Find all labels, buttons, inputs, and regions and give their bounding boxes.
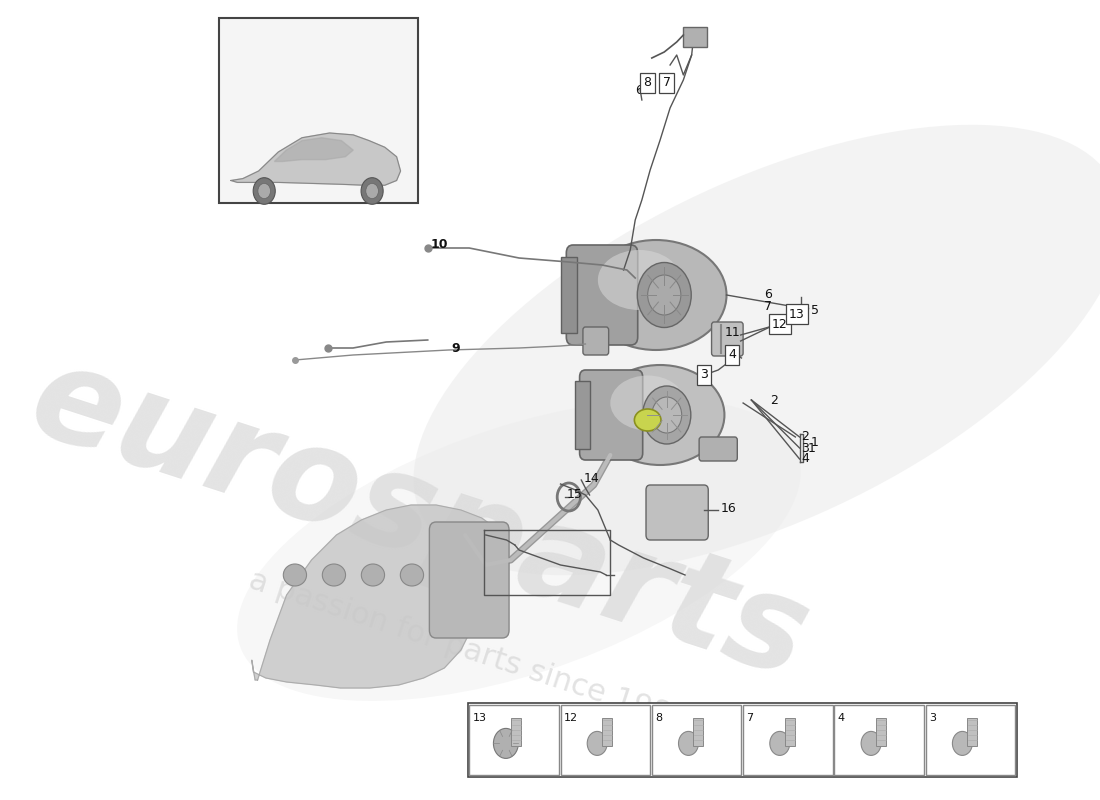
Ellipse shape [361,178,383,204]
Text: 6: 6 [763,287,772,301]
Ellipse shape [635,409,661,431]
Bar [574,381,590,449]
Text: 3: 3 [700,369,707,382]
Polygon shape [274,138,353,162]
Text: 15: 15 [568,489,583,502]
Polygon shape [252,505,507,688]
Ellipse shape [648,275,681,315]
Text: 12: 12 [772,318,788,330]
FancyBboxPatch shape [682,27,707,47]
Text: 10: 10 [430,238,448,251]
Circle shape [770,731,790,755]
Text: 8: 8 [644,77,651,90]
Text: a passion for parts since 1985: a passion for parts since 1985 [245,565,693,735]
Bar [561,705,650,775]
Ellipse shape [596,365,725,465]
Text: 2: 2 [801,430,810,443]
Bar [470,705,559,775]
Ellipse shape [361,564,385,586]
FancyBboxPatch shape [566,245,638,345]
Text: 11: 11 [725,326,740,339]
Ellipse shape [642,386,691,444]
Text: 4: 4 [728,349,736,362]
Circle shape [679,731,699,755]
Text: 6: 6 [635,83,643,97]
Text: 3: 3 [930,713,936,723]
Ellipse shape [414,125,1100,575]
Ellipse shape [637,262,691,327]
Bar [835,705,924,775]
Text: eurosparts: eurosparts [15,334,824,706]
FancyBboxPatch shape [712,322,744,356]
Ellipse shape [366,183,378,198]
Text: 12: 12 [564,713,578,723]
Bar [744,705,833,775]
FancyBboxPatch shape [646,485,708,540]
Circle shape [953,731,972,755]
Polygon shape [231,133,400,186]
Bar [219,18,418,203]
Circle shape [494,728,518,758]
Circle shape [587,731,607,755]
FancyBboxPatch shape [429,522,509,638]
FancyBboxPatch shape [700,437,737,461]
Ellipse shape [284,564,307,586]
Ellipse shape [652,397,682,433]
FancyBboxPatch shape [583,327,608,355]
Bar [693,718,703,746]
Ellipse shape [238,399,801,701]
Text: 3: 3 [801,442,810,454]
Circle shape [861,731,881,755]
Bar [784,718,794,746]
Text: 7: 7 [747,713,754,723]
Bar [652,705,741,775]
Ellipse shape [439,564,463,586]
FancyBboxPatch shape [580,370,642,460]
Bar [468,703,1018,777]
Text: 7: 7 [662,77,671,90]
Text: 8: 8 [656,713,662,723]
Text: 4: 4 [838,713,845,723]
Text: 7: 7 [763,299,772,313]
Text: 9: 9 [451,342,460,354]
Ellipse shape [585,240,726,350]
Ellipse shape [400,564,424,586]
Text: 5: 5 [811,303,819,317]
Bar [926,705,1015,775]
Text: 16: 16 [720,502,737,514]
Bar [967,718,977,746]
Text: 2: 2 [770,394,779,406]
Bar [602,718,612,746]
Ellipse shape [598,250,681,310]
Ellipse shape [257,183,271,198]
Bar [510,718,520,746]
Ellipse shape [322,564,345,586]
Text: 4: 4 [801,453,810,466]
Bar [876,718,886,746]
Ellipse shape [253,178,275,204]
Text: 13: 13 [473,713,486,723]
Bar [561,257,578,333]
Text: 14: 14 [584,471,600,485]
Text: 13: 13 [789,307,804,321]
Text: 1: 1 [807,442,816,454]
Text: 1: 1 [811,437,819,450]
Ellipse shape [610,375,685,430]
